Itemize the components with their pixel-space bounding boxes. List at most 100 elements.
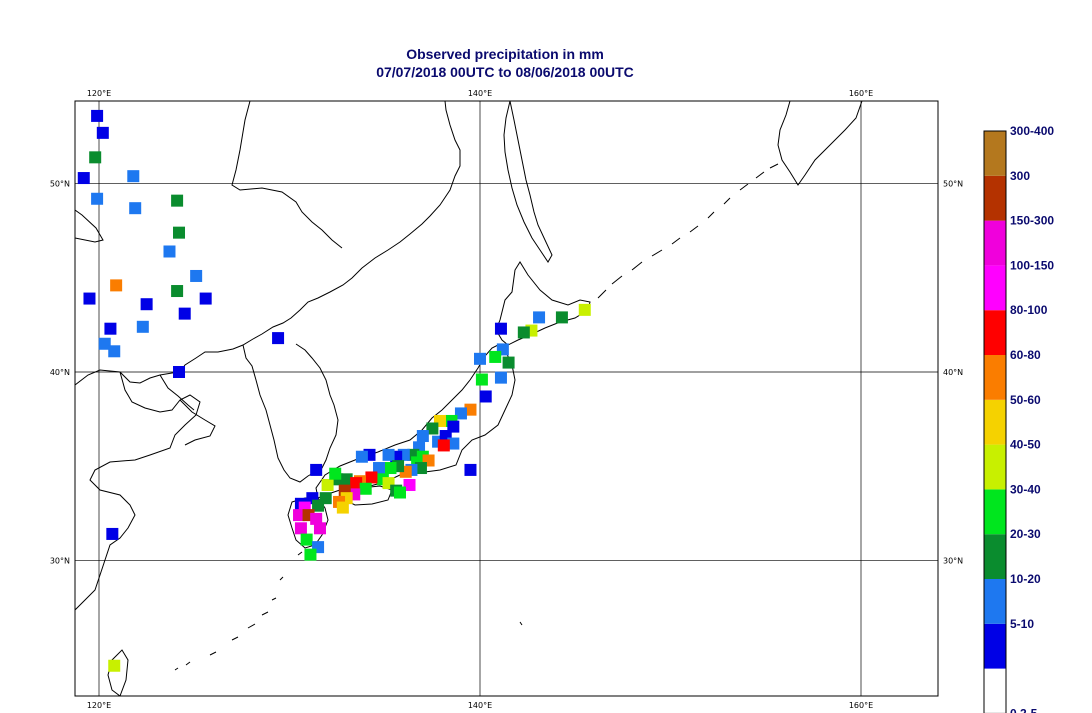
latitude-tick-label: 50°N — [943, 180, 963, 189]
station-marker — [403, 478, 416, 491]
bohai-coast — [75, 371, 201, 611]
station-marker — [578, 303, 591, 316]
station-marker — [502, 356, 515, 369]
station-marker — [312, 499, 325, 512]
station-marker — [77, 172, 90, 185]
station-marker — [108, 345, 121, 358]
station-marker — [171, 194, 184, 207]
legend-swatch — [984, 444, 1006, 490]
latitude-tick-label: 30°N — [50, 556, 70, 565]
station-marker — [426, 422, 439, 435]
longitude-tick-label: 160°E — [849, 701, 873, 710]
liaodong-coast — [159, 374, 195, 411]
station-marker — [382, 448, 395, 461]
taiwan-coast — [107, 649, 129, 696]
station-marker — [517, 326, 530, 339]
legend-label: 150-300 — [1010, 214, 1054, 228]
station-marker — [110, 279, 123, 292]
graticule — [75, 101, 938, 696]
map-subtitle: 07/07/2018 00UTC to 08/06/2018 00UTC — [376, 64, 634, 80]
shandong-coast — [179, 399, 216, 446]
station-marker — [464, 463, 477, 476]
station-marker — [355, 450, 368, 463]
station-marker — [336, 501, 349, 514]
station-marker — [304, 548, 317, 561]
legend-swatch — [984, 131, 1006, 176]
station-marker — [178, 307, 191, 320]
legend-label: 300-400 — [1010, 124, 1054, 138]
latitude-tick-label: 40°N — [50, 368, 70, 377]
map-area — [57, 101, 938, 696]
legend-swatch — [984, 534, 1006, 579]
station-marker — [91, 192, 104, 205]
station-marker — [173, 226, 186, 239]
ryukyu-islands — [174, 551, 523, 671]
latitude-tick-label: 40°N — [943, 368, 963, 377]
station-marker — [479, 390, 492, 403]
longitude-tick-label: 120°E — [87, 701, 111, 710]
station-marker — [272, 332, 285, 345]
longitude-tick-label: 140°E — [468, 89, 492, 98]
station-marker — [91, 109, 104, 122]
station-marker — [61, 323, 73, 335]
station-marker — [475, 373, 488, 386]
station-marker — [340, 473, 353, 486]
kamchatka-coast — [777, 101, 863, 186]
station-marker — [310, 463, 323, 476]
korea-coast — [242, 343, 339, 483]
station-marker — [447, 437, 460, 450]
station-marker — [171, 285, 184, 298]
legend-label: 300 — [1010, 169, 1030, 183]
legend-swatch — [984, 623, 1006, 669]
station-marker — [106, 527, 119, 540]
legend-swatch — [984, 220, 1006, 266]
legend-label: 0.2-5 — [1010, 706, 1038, 713]
station-marker — [329, 467, 342, 480]
station-marker — [454, 407, 467, 420]
legend-label: 10-20 — [1010, 572, 1041, 586]
station-marker — [129, 202, 142, 215]
legend-swatch — [984, 489, 1006, 535]
station-marker — [59, 573, 71, 585]
sakhalin-coast — [503, 101, 553, 263]
longitude-tick-label: 120°E — [87, 89, 111, 98]
legend: 0.2-5 5-10 10-20 20-30 30-40 40-50 50-60 60-80 8… — [983, 124, 1054, 713]
legend-swatch — [984, 355, 1006, 400]
station-marker — [533, 311, 546, 324]
station-marker — [313, 522, 326, 535]
station-marker — [489, 350, 502, 363]
station-marker — [140, 298, 153, 311]
station-marker — [294, 522, 307, 535]
station-marker — [365, 471, 378, 484]
station-marker — [57, 375, 69, 387]
kuril-islands — [597, 163, 779, 299]
station-marker — [127, 170, 140, 183]
map-title: Observed precipitation in mm — [406, 46, 604, 62]
station-marker — [373, 462, 386, 475]
station-marker — [108, 659, 121, 672]
hokkaido-coast — [495, 261, 591, 346]
station-marker — [474, 352, 486, 365]
legend-swatch — [984, 175, 1006, 221]
legend-label: 80-100 — [1010, 303, 1048, 317]
station-marker — [163, 245, 176, 258]
legend-swatch — [984, 399, 1006, 445]
station-marker — [173, 366, 186, 378]
legend-swatch — [984, 310, 1006, 355]
station-marker — [59, 223, 71, 235]
station-marker — [393, 486, 406, 499]
legend-label: 30-40 — [1010, 482, 1041, 496]
legend-swatch — [984, 265, 1006, 311]
station-marker — [104, 322, 117, 335]
longitude-tick-label: 160°E — [849, 89, 873, 98]
station-marker — [293, 509, 306, 522]
legend-swatch — [984, 579, 1006, 624]
latitude-tick-label: 50°N — [50, 180, 70, 189]
station-marker — [414, 462, 427, 475]
legend-swatch — [984, 668, 1006, 713]
station-marker — [89, 151, 102, 164]
station-marker — [136, 320, 149, 333]
station-marker — [83, 292, 96, 305]
station-marker — [464, 403, 477, 416]
